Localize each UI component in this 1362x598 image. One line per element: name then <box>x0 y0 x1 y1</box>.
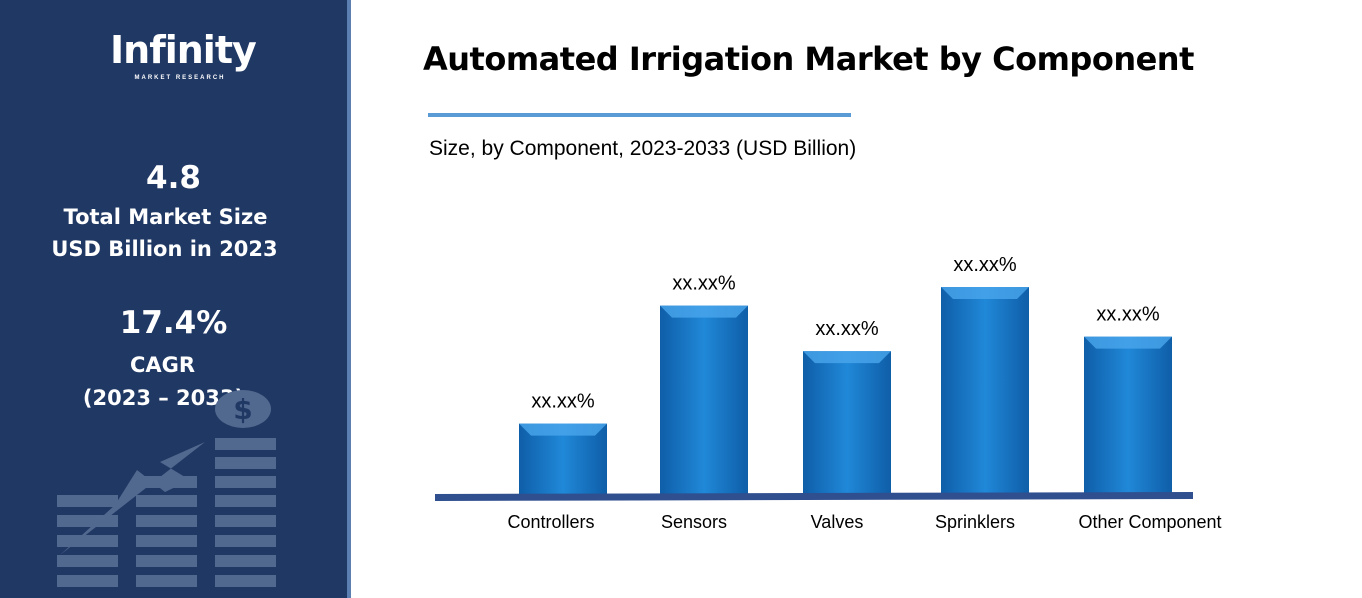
svg-text:$: $ <box>233 393 252 426</box>
logo: Infinity MARKET RESEARCH <box>110 28 257 82</box>
bar-other-component <box>1084 336 1172 494</box>
bar-sensors <box>660 305 748 494</box>
category-label: Controllers <box>507 512 594 532</box>
bar-sprinklers <box>941 287 1029 494</box>
bar-valves <box>803 351 891 494</box>
cagr-value: 17.4% <box>119 305 228 341</box>
data-label: xx.xx% <box>1096 304 1160 326</box>
data-label: xx.xx% <box>672 273 736 295</box>
baseline <box>435 492 1193 501</box>
growth-chart-dollar-icon: $ <box>57 390 276 587</box>
category-label: Valves <box>811 512 864 532</box>
logo-text: Infinity <box>110 28 257 72</box>
bar-bevel <box>1084 336 1172 349</box>
data-label: xx.xx% <box>531 391 595 413</box>
cagr-label: CAGR <box>129 353 196 377</box>
sidebar: Infinity MARKET RESEARCH 4.8 Total Marke… <box>0 0 351 598</box>
category-label: Sensors <box>661 512 727 532</box>
market-size-value: 4.8 <box>146 160 201 196</box>
chart-subtitle: Size, by Component, 2023-2033 (USD Billi… <box>429 137 857 160</box>
bar-bevel <box>803 351 891 364</box>
category-label: Sprinklers <box>935 512 1015 532</box>
market-size-label: Total Market Size <box>63 205 268 229</box>
category-label: Other Component <box>1078 512 1221 532</box>
bar-bevel <box>660 305 748 318</box>
bar-bevel <box>941 287 1029 299</box>
bar-bevel <box>519 423 607 436</box>
logo-subtext: MARKET RESEARCH <box>134 75 226 81</box>
market-size-unit: USD Billion in 2023 <box>51 237 278 261</box>
title-underline <box>428 113 851 117</box>
data-label: xx.xx% <box>815 318 879 340</box>
data-label: xx.xx% <box>953 254 1017 276</box>
chart-title: Automated Irrigation Market by Component <box>423 40 1194 78</box>
